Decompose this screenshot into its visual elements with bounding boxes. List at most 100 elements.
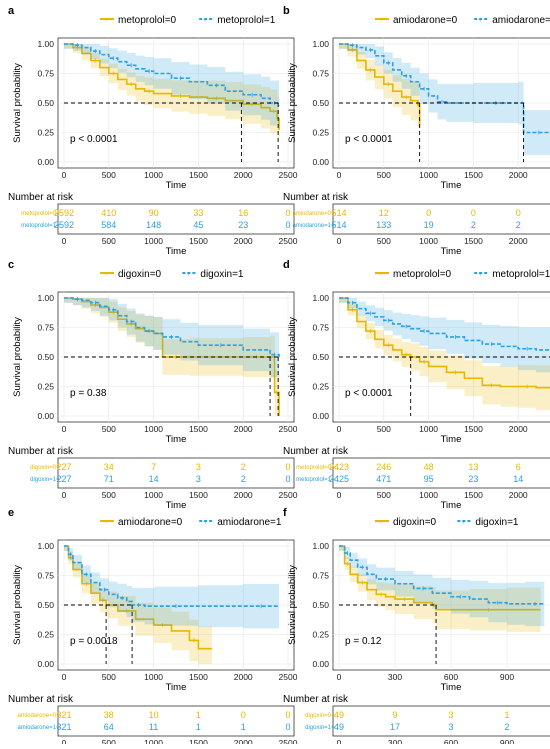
risk-count: 38: [104, 710, 114, 720]
panel-label: f: [283, 507, 287, 519]
risk-x-tick-label: 0: [62, 738, 67, 744]
x-tick-label: 0: [62, 170, 67, 180]
x-tick-label: 500: [102, 672, 116, 682]
risk-row-label: amiodarone=0: [292, 211, 331, 217]
risk-count: 17: [390, 722, 400, 732]
panel-label: c: [8, 259, 14, 271]
y-tick-label: 1.00: [37, 39, 54, 49]
y-axis-label: Survival probability: [12, 565, 23, 645]
survival-curve-group1: [339, 297, 550, 351]
y-tick-label: 0.50: [312, 600, 329, 610]
y-tick-label: 1.00: [312, 39, 329, 49]
x-tick-label: 0: [62, 424, 67, 434]
risk-count: 0: [471, 208, 476, 218]
risk-count: 2425: [329, 474, 349, 484]
legend-entry: amiodarone=0: [118, 517, 183, 528]
x-tick-label: 2000: [509, 424, 528, 434]
risk-x-tick-label: 1500: [189, 236, 208, 246]
risk-x-tick-label: 1000: [144, 236, 163, 246]
risk-row-label: metoprolol=0: [296, 465, 332, 471]
p-value: p < 0.0001: [70, 134, 118, 145]
y-tick-label: 1.00: [37, 293, 54, 303]
x-tick-label: 2500: [279, 170, 298, 180]
legend-swatch-mark: +: [379, 17, 383, 24]
y-axis-label: Survival probability: [287, 317, 298, 397]
x-tick-label: 1500: [464, 424, 483, 434]
risk-count: 12: [379, 208, 389, 218]
x-axis-label: Time: [441, 434, 462, 445]
x-tick-label: 1000: [144, 424, 163, 434]
risk-x-tick-label: 500: [102, 738, 116, 744]
ci-band-group1: [339, 298, 550, 373]
risk-count: 49: [334, 722, 344, 732]
risk-count: 0: [285, 462, 290, 472]
y-tick-label: 1.00: [312, 541, 329, 551]
legend-swatch-mark: +: [104, 17, 108, 24]
risk-count: 321: [56, 722, 71, 732]
risk-count: 48: [424, 462, 434, 472]
x-tick-label: 500: [102, 424, 116, 434]
km-panel-c: c + digoxin=0 + digoxin=1 0.00 0.25 0.50 0.75 1.0…: [8, 259, 298, 511]
risk-count: 3: [448, 722, 453, 732]
legend: + metoprolol=0 + metoprolol=1: [100, 15, 276, 26]
x-tick-label: 300: [388, 672, 402, 682]
legend-entry: digoxin=1: [475, 517, 519, 528]
y-axis-label: Survival probability: [287, 63, 298, 143]
y-tick-label: 0.75: [37, 323, 54, 333]
risk-table-box: [332, 705, 550, 737]
risk-table-box: [57, 203, 295, 235]
risk-table-title: Number at risk: [8, 446, 74, 457]
x-tick-label: 2000: [234, 672, 253, 682]
risk-x-tick-label: 1500: [464, 236, 483, 246]
legend: + metoprolol=0 + metoprolol=1: [375, 269, 550, 280]
risk-count: 95: [424, 474, 434, 484]
x-tick-label: 1500: [189, 170, 208, 180]
legend-swatch-mark: +: [379, 271, 383, 278]
p-value: p = 0.38: [70, 388, 107, 399]
km-panel-d: d + metoprolol=0 + metoprolol=1 0.00 0.25 0.50 0…: [283, 259, 550, 511]
risk-count: 148: [146, 220, 161, 230]
risk-table-title: Number at risk: [283, 694, 349, 705]
risk-x-tick-label: 2000: [234, 490, 253, 500]
y-tick-label: 0.25: [312, 382, 329, 392]
risk-count: 1: [196, 710, 201, 720]
y-tick-label: 0.50: [312, 98, 329, 108]
risk-x-tick-label: 2500: [279, 738, 298, 744]
panel-label: e: [8, 507, 14, 519]
x-tick-label: 1000: [144, 672, 163, 682]
panel-label: b: [283, 5, 290, 17]
x-tick-label: 1000: [419, 424, 438, 434]
survival-curve-group0: [64, 43, 280, 131]
risk-count: 9: [392, 710, 397, 720]
legend-swatch-mark: +: [186, 271, 190, 278]
legend: + amiodarone=0 + amiodarone=1: [100, 517, 282, 528]
risk-count: 0: [241, 710, 246, 720]
legend-entry: metoprolol=1: [492, 269, 550, 280]
x-tick-label: 600: [444, 672, 458, 682]
legend-entry: metoprolol=0: [393, 269, 452, 280]
y-tick-label: 0.75: [37, 571, 54, 581]
survival-curve-group1: [339, 545, 545, 605]
risk-x-tick-label: 2000: [234, 236, 253, 246]
risk-row-label: metoprolol=0: [21, 211, 57, 217]
legend-entry: amiodarone=1: [217, 517, 282, 528]
risk-count: 0: [285, 474, 290, 484]
x-axis-label: Time: [441, 682, 462, 693]
ci-band-group1: [339, 44, 550, 155]
risk-count: 1: [241, 722, 246, 732]
p-value: p < 0.0001: [345, 388, 393, 399]
legend: + digoxin=0 + digoxin=1: [375, 517, 519, 528]
risk-x-tick-label: 1000: [144, 738, 163, 744]
legend-entry: amiodarone=0: [393, 15, 458, 26]
risk-count: 227: [56, 474, 71, 484]
risk-count: 0: [426, 208, 431, 218]
y-tick-label: 0.75: [312, 571, 329, 581]
risk-count: 45: [193, 220, 203, 230]
legend: + amiodarone=0 + amiodarone=1: [375, 15, 550, 26]
x-tick-label: 1500: [189, 424, 208, 434]
risk-x-tick-label: 0: [62, 236, 67, 246]
x-tick-label: 500: [377, 170, 391, 180]
y-tick-label: 0.25: [37, 382, 54, 392]
risk-row-label: amiodarone=0: [17, 713, 56, 719]
risk-count: 0: [516, 208, 521, 218]
